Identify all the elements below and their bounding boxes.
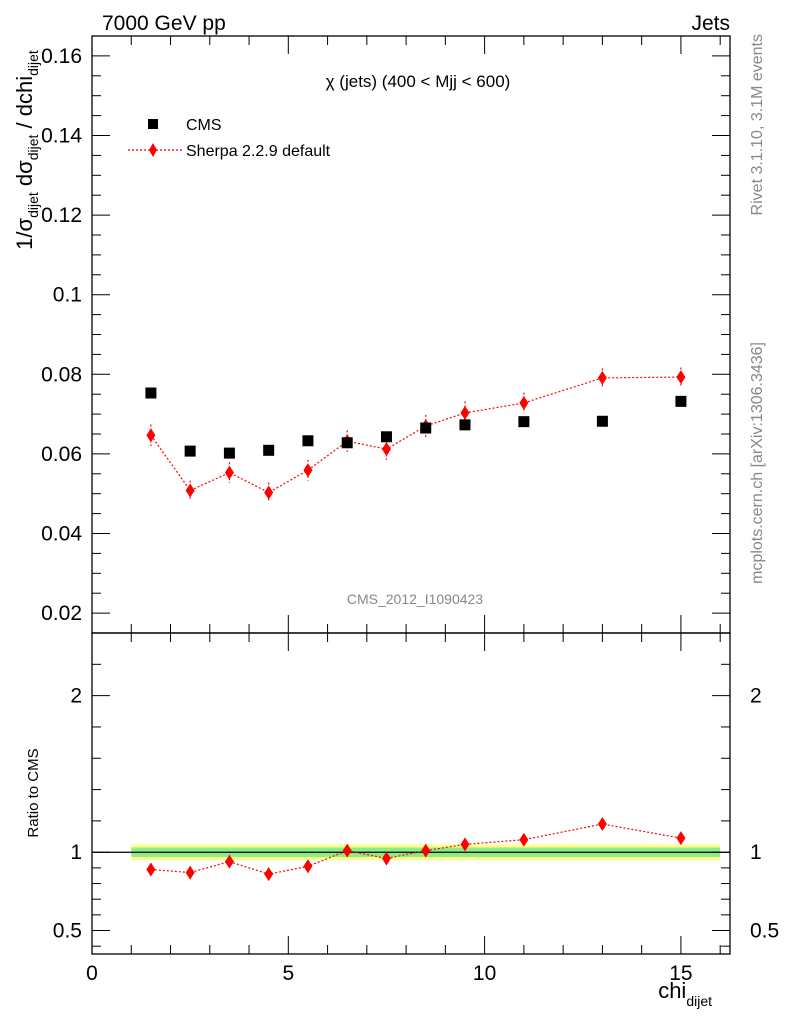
analysis-watermark: CMS_2012_I1090423 [347,591,483,607]
x-tick-label: 15 [669,962,692,985]
legend-sherpa-label: Sherpa 2.2.9 default [186,143,331,160]
ratio-sherpa-point [381,851,391,866]
mcplots-reference-label: mcplots.cern.ch [arXiv:1306.3436] [749,342,766,584]
cms-point [420,422,432,434]
ratio-sherpa-point [676,831,686,846]
ratio-sherpa-point [597,817,607,832]
legend-cms-label: CMS [186,117,222,134]
sherpa-point [264,485,274,500]
legend: CMS Sherpa 2.2.9 default [128,117,331,160]
header-energy-label: 7000 GeV pp [102,12,226,35]
cms-point [380,431,392,443]
cms-point [184,445,196,457]
ratio-sherpa-point [460,837,470,852]
cms-point [145,387,157,399]
ratio-sherpa-point [519,832,529,847]
ratio-sherpa-point [224,854,234,869]
ratio-sherpa-point [146,862,156,877]
sherpa-point [146,428,156,443]
sherpa-line [150,376,681,494]
axis-tick-labels: 0 5 10 15 0.02 0.04 0.06 0.08 0.1 0.12 0.14 0.16 0.5… [41,45,779,985]
sherpa-point [381,442,391,457]
main-y-tick-label: 0.14 [41,125,82,148]
cms-point [341,437,353,449]
cms-point [596,415,608,427]
sherpa-point [597,370,607,385]
main-y-tick-label: 0.12 [41,204,82,227]
x-tick-label: 5 [282,962,294,985]
ratio-uncertainty-bands [92,844,730,861]
cms-point [675,395,687,407]
ratio-sherpa-point [264,867,274,882]
ratio-y-tick-label: 2 [70,685,82,708]
cms-point [223,447,235,459]
main-y-tick-label: 0.1 [53,284,82,307]
legend-cms-marker [148,119,158,129]
main-y-tick-label: 0.04 [41,523,82,546]
ratio-y-tick-label-right: 1 [750,841,762,864]
ratio-sherpa-point [421,843,431,858]
ratio-y-tick-label-right: 0.5 [750,920,779,943]
sherpa-point [303,463,313,478]
main-y-axis-label: 1/σdijet dσdijet / dchidijet [12,50,41,250]
main-y-tick-label: 0.16 [41,45,82,68]
chart-title: χ (jets) (400 < Mjj < 600) [326,72,511,91]
main-panel-data [145,367,687,503]
ratio-sherpa-point [303,859,313,874]
main-y-tick-label: 0.08 [41,363,82,386]
ratio-y-tick-label: 0.5 [53,920,82,943]
sherpa-point [185,483,195,498]
ratio-sherpa-point [185,865,195,880]
x-axis-label: chidijet [658,978,712,1009]
ratio-panel-data [146,817,686,882]
cms-point [263,444,275,456]
main-y-tick-label: 0.06 [41,443,82,466]
ratio-y-tick-label-right: 2 [750,685,762,708]
ratio-y-tick-label: 1 [70,841,82,864]
ratio-sherpa-point [342,843,352,858]
ratio-panel-frame [91,632,731,955]
x-tick-label: 10 [473,962,496,985]
cms-point [302,435,314,447]
axis-ticks [91,35,730,954]
cms-point [518,416,530,428]
main-y-tick-label: 0.02 [41,602,82,625]
rivet-version-label: Rivet 3.1.10, 3.1M events [749,34,766,215]
sherpa-point [224,465,234,480]
ratio-y-axis-label: Ratio to CMS [25,748,42,837]
sherpa-point [519,395,529,410]
header-process-label: Jets [691,12,730,35]
cms-point [459,419,471,431]
ratio-sherpa-line [150,823,682,875]
sherpa-point [460,405,470,420]
x-tick-label: 0 [86,962,98,985]
legend-sherpa-marker [149,143,157,157]
sherpa-point [676,370,686,385]
